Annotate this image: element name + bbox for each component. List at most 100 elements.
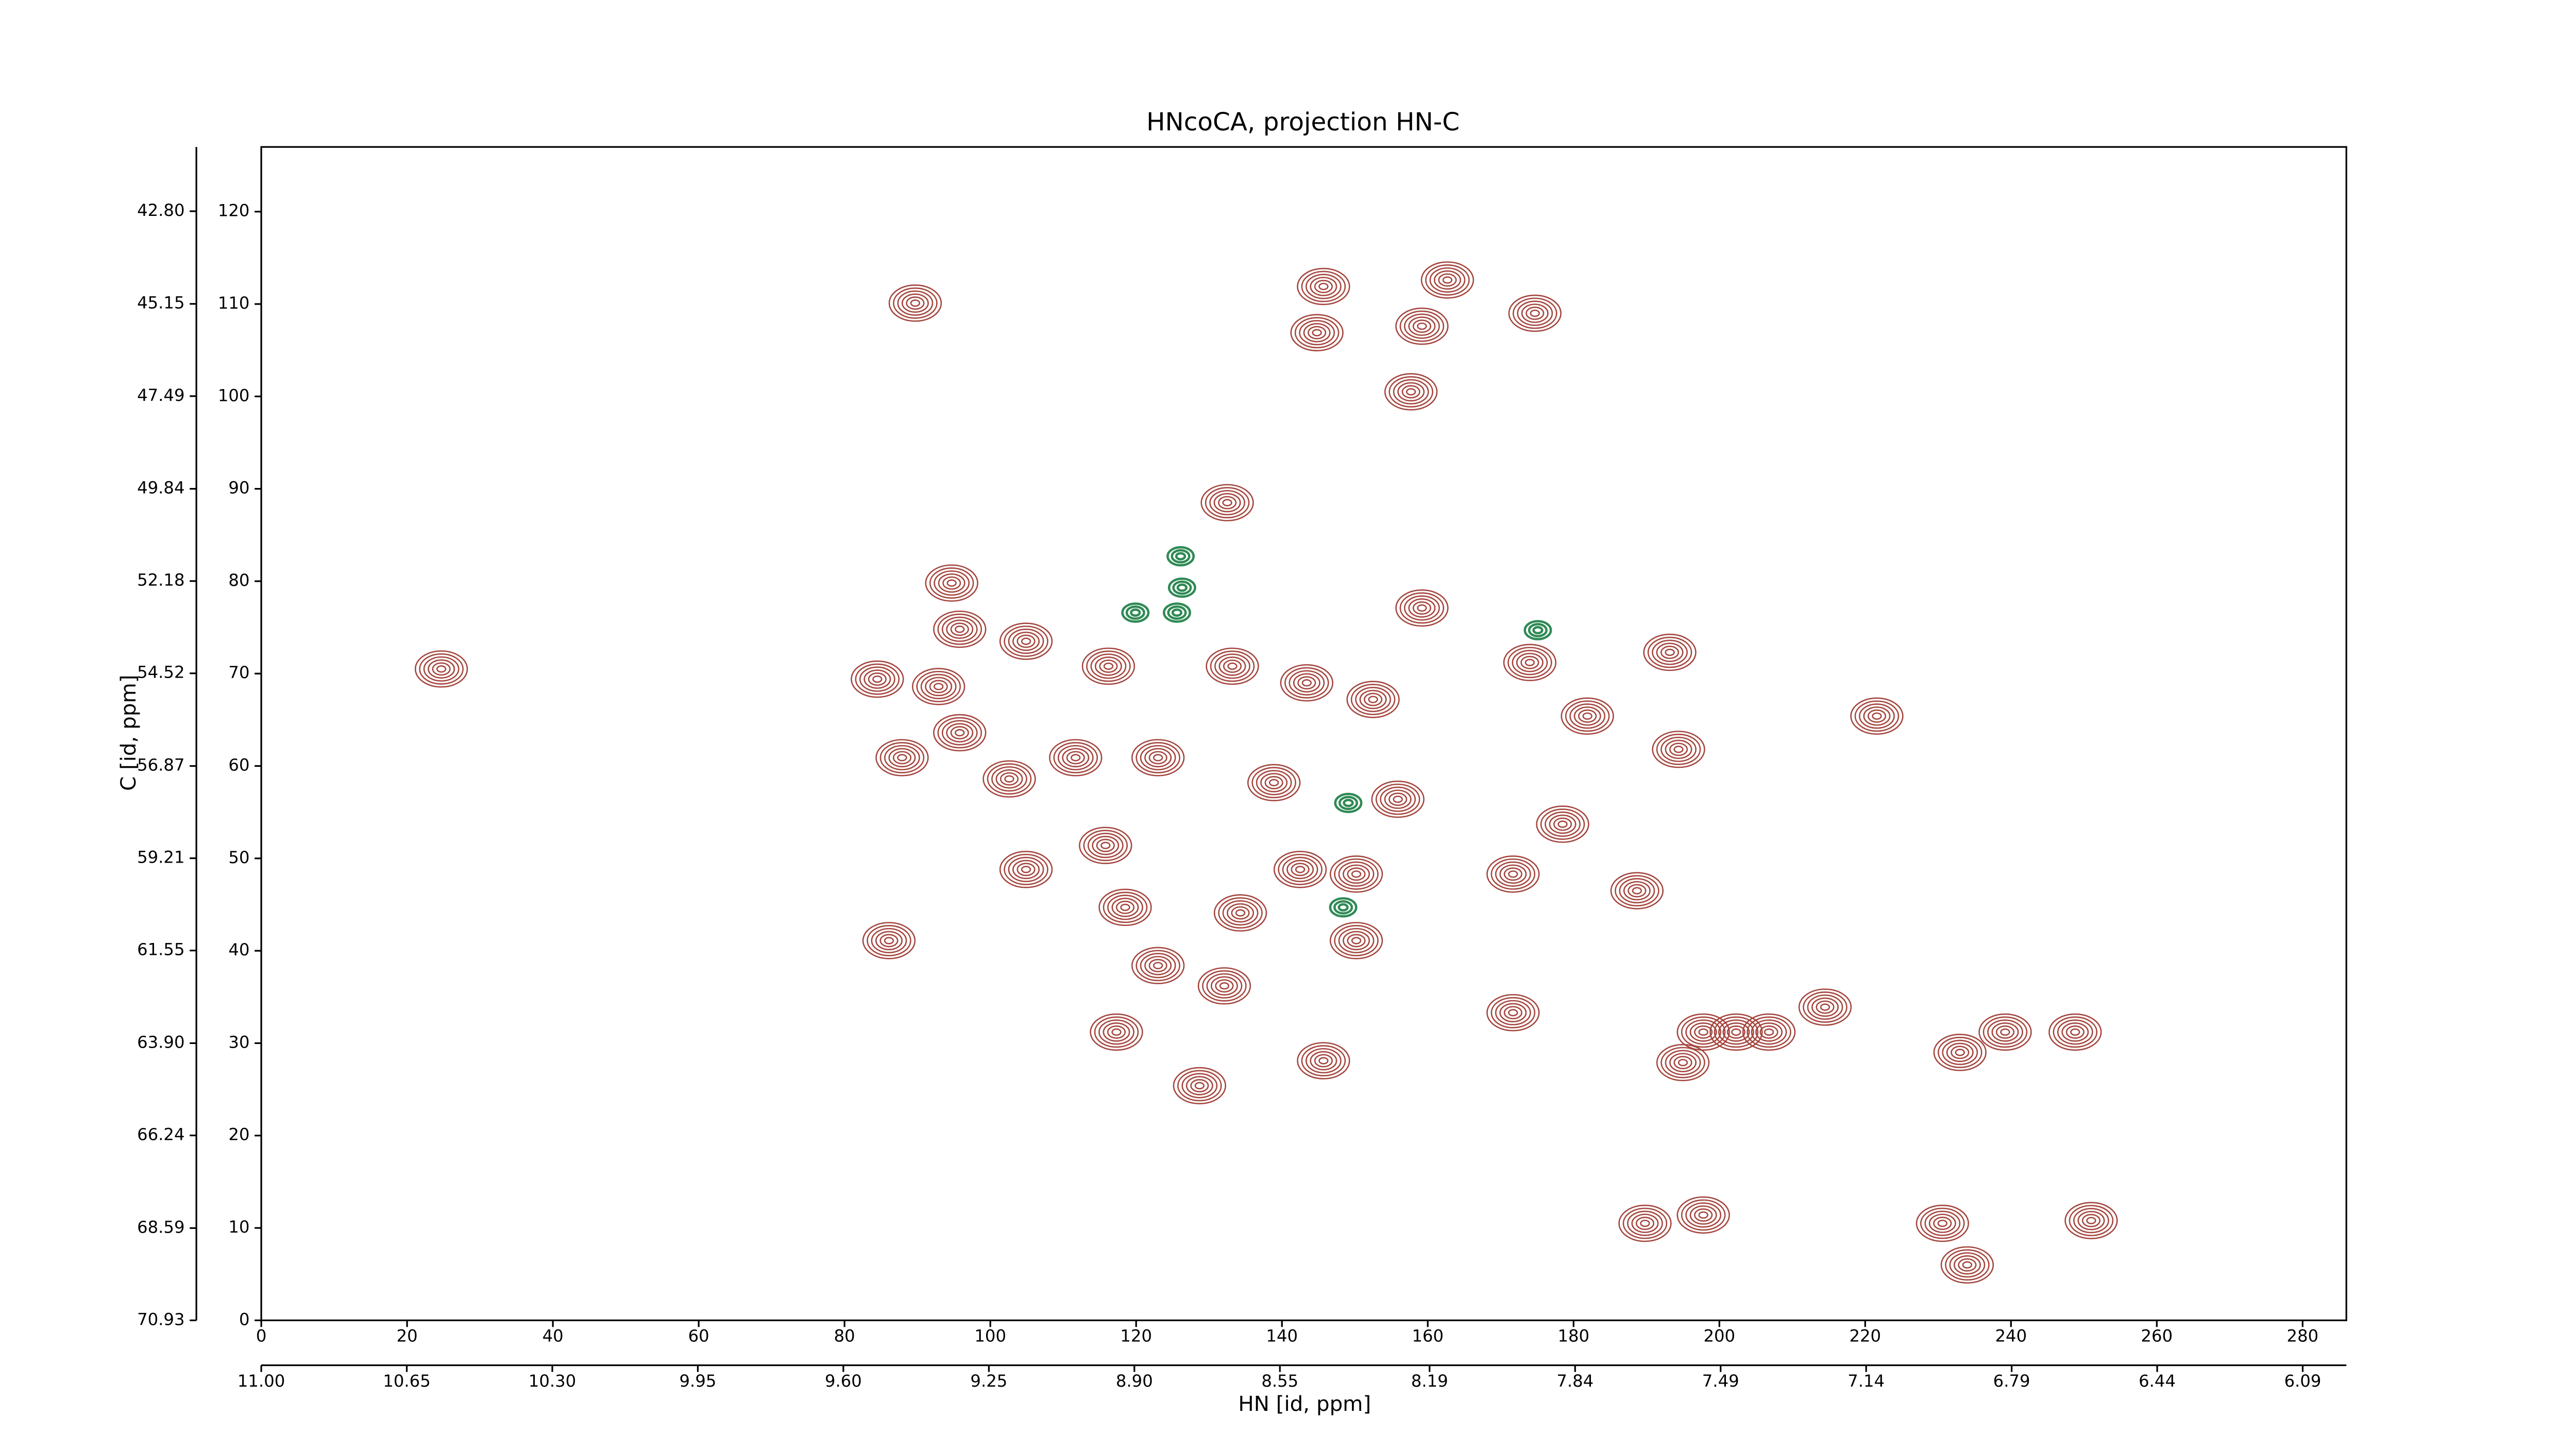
contour-ring [1628, 884, 1647, 898]
contour-ring [1916, 1204, 1969, 1242]
contour-ring [1615, 875, 1659, 906]
contour-ring [1177, 1070, 1222, 1102]
contour-ring [423, 656, 460, 682]
contour-ring [2048, 1013, 2102, 1051]
contour-ring [1153, 754, 1163, 762]
peak [999, 851, 1053, 888]
contour-ring [1937, 1219, 1947, 1227]
contour-ring [1412, 601, 1432, 615]
contour-ring [1627, 1210, 1663, 1236]
contour-ring [1652, 731, 1705, 768]
contour-ring [1227, 903, 1255, 923]
contour-ring [1062, 748, 1090, 768]
contour-ring [1103, 1022, 1130, 1042]
contour-ring [1306, 274, 1342, 299]
contour-ring [1194, 1082, 1205, 1090]
contour-ring [1343, 799, 1354, 807]
contour-ring [1318, 1057, 1329, 1065]
contour-ring [1384, 373, 1438, 411]
contour-ring [1643, 633, 1697, 671]
contour-ring [1406, 388, 1416, 396]
contour-ring [999, 622, 1053, 660]
contour-ring [1140, 953, 1176, 979]
contour-ring [867, 925, 911, 956]
contour-ring [1530, 309, 1540, 317]
contour-ring [946, 723, 974, 743]
contour-ring [1016, 863, 1036, 877]
contour-ring [1301, 271, 1346, 302]
contour-ring [1121, 602, 1150, 623]
contour-ring [1167, 577, 1196, 598]
contour-ring [1103, 662, 1114, 670]
contour-ring [1751, 1019, 1787, 1045]
contour-ring [1619, 878, 1655, 904]
contour-ring [419, 653, 464, 685]
contour-ring [897, 290, 934, 316]
contour-ring [1508, 1009, 1518, 1017]
contour-ring [1395, 307, 1449, 345]
contour-ring [1726, 1025, 1745, 1039]
contour-ring [1397, 382, 1425, 402]
y-tick-label: 80 [228, 570, 249, 590]
contour-ring [1669, 1053, 1697, 1072]
peak [1329, 855, 1383, 893]
contour-ring [1247, 764, 1301, 801]
contour-ring [1213, 493, 1241, 513]
contour-ring [892, 751, 912, 765]
contour-ring [1523, 620, 1552, 641]
contour-ring [1803, 991, 1848, 1023]
contour-ring [1631, 1214, 1659, 1233]
contour-ring [1314, 280, 1333, 293]
contour-ring [1310, 1051, 1337, 1071]
contour-ring [1438, 273, 1457, 287]
x-tick-label: 140 [1266, 1326, 1298, 1346]
contour-ring [1982, 1016, 2028, 1048]
contour-ring [1202, 970, 1247, 1002]
contour-ring [1420, 261, 1475, 299]
peak [1081, 647, 1136, 685]
contour-ring [897, 754, 907, 762]
contour-ring [901, 293, 929, 313]
y2-tick-label: 54.52 [137, 663, 184, 682]
x-tick-label: 180 [1557, 1326, 1589, 1346]
contour-ring [933, 714, 987, 752]
y2-tick-label: 52.18 [137, 570, 184, 590]
y-tick-label: 50 [228, 848, 249, 867]
contour-ring [1206, 647, 1259, 685]
contour-ring [1181, 1073, 1218, 1099]
y-tick-label: 30 [228, 1032, 249, 1052]
contour-ring [1071, 754, 1081, 762]
contour-ring [1103, 891, 1148, 923]
contour-ring [1314, 1054, 1333, 1068]
contour-ring [1388, 793, 1408, 806]
peak [1131, 947, 1185, 984]
contour-ring [1673, 1056, 1692, 1069]
chart-title: HNcoCA, projection HN-C [1146, 108, 1460, 137]
peak [1098, 888, 1152, 926]
contour-ring [1268, 779, 1279, 786]
contour-ring [1079, 827, 1132, 864]
contour-ring [916, 670, 961, 702]
contour-ring [906, 296, 925, 310]
contour-ring [1347, 934, 1366, 948]
peak [1933, 1034, 1987, 1071]
contour-ring [1329, 897, 1358, 918]
contour-ring [1282, 856, 1318, 882]
x2-tick-label: 10.65 [383, 1371, 430, 1391]
contour-ring [1222, 900, 1259, 926]
x2-tick-label: 6.44 [2139, 1371, 2176, 1391]
contour-ring [1951, 1046, 1970, 1059]
y2-tick-label: 56.87 [137, 755, 184, 775]
contour-ring [868, 672, 887, 686]
peak [1297, 1042, 1350, 1080]
contour-ring [1512, 297, 1557, 329]
contour-ring [1310, 277, 1337, 296]
contour-ring [1329, 855, 1383, 893]
contour-ring [1673, 746, 1684, 753]
peak [1167, 577, 1196, 598]
contour-ring [1656, 643, 1684, 662]
x2-tick-label: 8.19 [1411, 1371, 1448, 1391]
peak [1536, 805, 1589, 843]
plot-frame [260, 146, 2347, 1321]
x2-tick-label: 9.60 [825, 1371, 862, 1391]
